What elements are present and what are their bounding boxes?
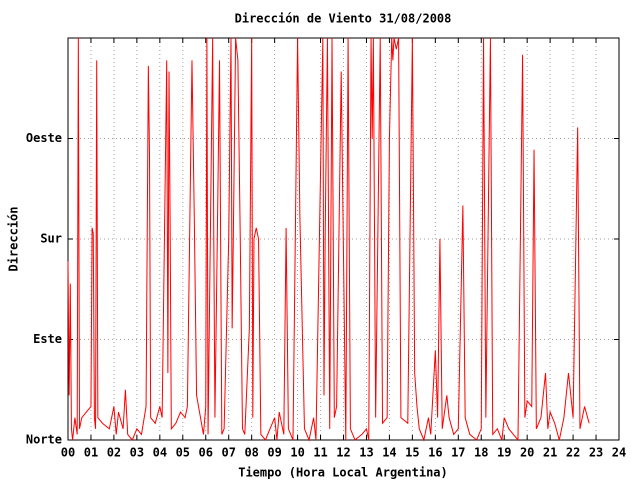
x-tick-label: 20 [520,446,534,460]
y-tick-label: Norte [26,433,62,447]
x-tick-label: 11 [313,446,327,460]
x-tick-label: 07 [221,446,235,460]
plot-frame [67,37,620,441]
x-tick-label: 08 [244,446,258,460]
x-tick-label: 22 [566,446,580,460]
x-tick-label: 21 [543,446,557,460]
y-axis-label: Dirección [7,206,21,271]
x-tick-label: 24 [612,446,626,460]
x-tick-label: 13 [359,446,373,460]
x-tick-label: 19 [497,446,511,460]
chart-title: Dirección de Viento 31/08/2008 [235,12,452,26]
x-tick-label: 18 [474,446,488,460]
x-tick-label: 05 [176,446,190,460]
x-tick-label: 14 [382,446,396,460]
x-tick-label: 10 [290,446,304,460]
x-tick-label: 09 [267,446,281,460]
x-tick-label: 16 [428,446,442,460]
y-tick-label: Este [33,332,62,346]
x-tick-label: 06 [199,446,213,460]
x-tick-label: 00 [61,446,75,460]
x-tick-label: 03 [130,446,144,460]
x-tick-label: 23 [589,446,603,460]
x-tick-label: 04 [153,446,167,460]
x-tick-label: 12 [336,446,350,460]
x-tick-label: 15 [405,446,419,460]
x-axis-label: Tiempo (Hora Local Argentina) [238,466,448,480]
y-tick-label: Sur [40,232,62,246]
y-tick-label: Oeste [26,131,62,145]
x-tick-label: 02 [107,446,121,460]
data-line [67,37,590,442]
x-tick-label: 17 [451,446,465,460]
x-tick-label: 01 [84,446,98,460]
